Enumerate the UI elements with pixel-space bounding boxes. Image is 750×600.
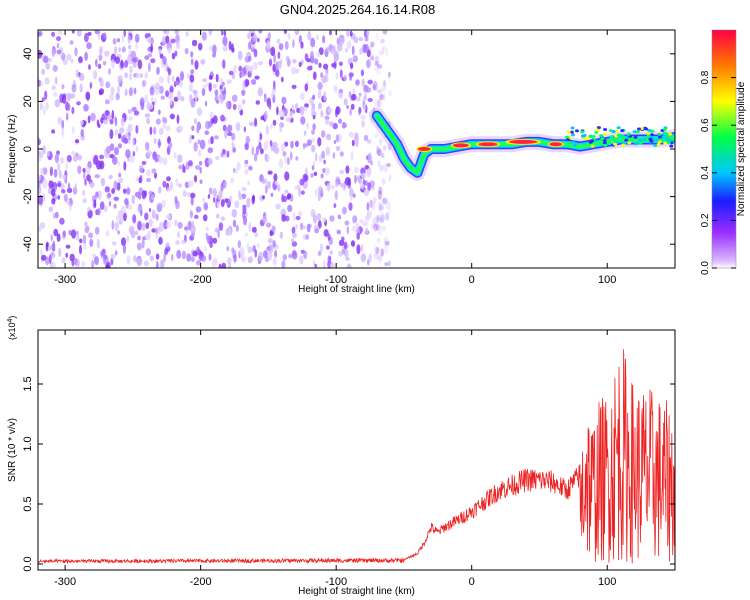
snr-ytick-label: 0.5 <box>22 496 34 511</box>
snr-xlabel: Height of straight line (km) <box>298 586 415 597</box>
snr-ytick-label: 1.0 <box>22 436 34 451</box>
colorbar-tick-label: 0.4 <box>700 165 711 179</box>
snr-xtick-label: -100 <box>325 576 347 588</box>
snr-scale-exponent: 4 <box>7 318 14 322</box>
spectrogram-ytick-label: 40 <box>22 48 34 60</box>
spectrogram-ytick-label: 0 <box>22 146 34 152</box>
snr-xtick-label: -300 <box>54 576 76 588</box>
snr-xtick-label: -200 <box>190 576 212 588</box>
page-title: GN04.2025.264.16.14.R08 <box>279 2 436 17</box>
spectrogram-xlabel: Height of straight line (km) <box>298 284 415 295</box>
spectrogram-xtick-label: -100 <box>325 274 347 286</box>
spectrogram-ytick-label: -40 <box>22 236 34 252</box>
colorbar-tick-label: 0.8 <box>700 70 711 84</box>
spectrogram-noise <box>38 30 393 268</box>
colorbar-tick-label: 0.2 <box>700 213 711 227</box>
snr-xtick-label: 0 <box>469 576 475 588</box>
snr-ylabel: SNR (10 * v/v) <box>7 418 18 482</box>
snr-ytick-label: 1.5 <box>22 376 34 391</box>
colorbar <box>712 30 736 268</box>
spectrogram-ytick-label: 20 <box>22 95 34 107</box>
spectrogram-xtick-label: 100 <box>598 274 616 286</box>
snr-scale-label: (x104) <box>7 316 17 340</box>
snr-series-line <box>38 349 675 565</box>
spectrogram-xtick-label: 0 <box>469 274 475 286</box>
spectrogram-signal-track <box>368 107 675 181</box>
spectrogram-ytick-label: -20 <box>22 189 34 205</box>
spectrogram-ylabel: Frequency (Hz) <box>7 115 18 184</box>
snr-ytick-label: 0.0 <box>22 556 34 571</box>
colorbar-tick-label: 0.0 <box>700 261 711 275</box>
colorbar-frame <box>711 29 737 269</box>
snr-xtick-label: 100 <box>598 576 616 588</box>
spectrogram-xtick-label: -300 <box>54 274 76 286</box>
spectrogram-xtick-label: -200 <box>190 274 212 286</box>
colorbar-tick-label: 0.6 <box>700 118 711 132</box>
colorbar-label: Normalized spectral amplitude <box>736 81 747 216</box>
snr-frame <box>37 329 676 571</box>
